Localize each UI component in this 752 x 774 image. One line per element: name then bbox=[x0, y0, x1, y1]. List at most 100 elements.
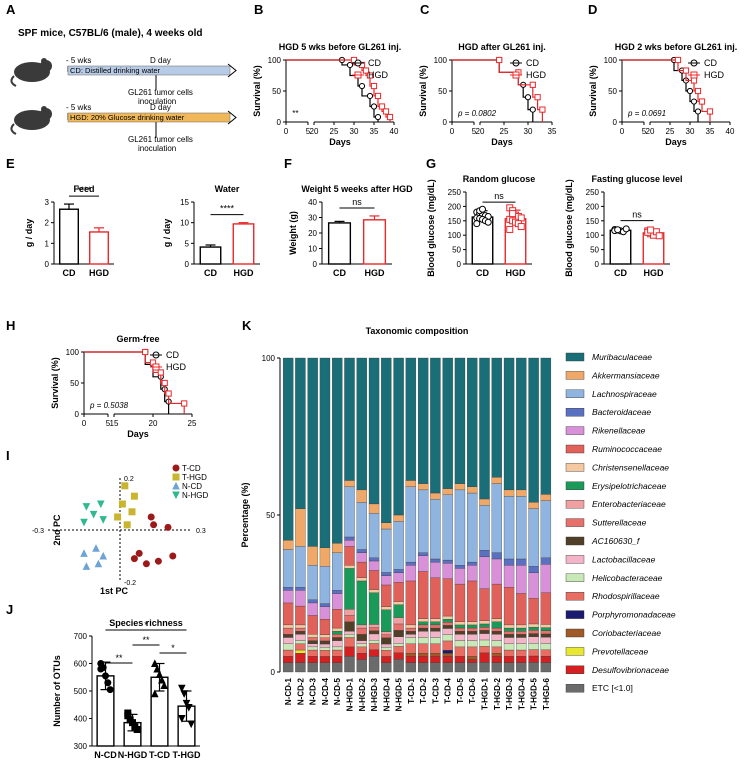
stack-segment bbox=[467, 492, 478, 563]
stack-segment bbox=[417, 483, 429, 491]
stack-segment bbox=[479, 498, 490, 506]
censor-marker bbox=[366, 92, 374, 100]
censor-marker bbox=[165, 390, 172, 397]
legend-swatch bbox=[565, 628, 585, 638]
stack-segment bbox=[491, 618, 502, 622]
stack-segment bbox=[381, 656, 392, 663]
sample-label: T-CD-6 bbox=[468, 677, 477, 703]
legend-label: Ruminococcaceae bbox=[592, 444, 662, 454]
stack-segment bbox=[332, 543, 343, 553]
censor-marker bbox=[161, 379, 168, 387]
y-axis-label: Percentage (%) bbox=[240, 482, 250, 547]
stack-segment bbox=[356, 552, 367, 563]
x-tick-label: 0.3 bbox=[196, 528, 206, 535]
bar bbox=[232, 223, 255, 265]
legend-swatch bbox=[565, 500, 585, 509]
stack-segment bbox=[430, 653, 441, 657]
panel-label-d: D bbox=[588, 2, 597, 17]
stack-segment bbox=[454, 646, 466, 657]
legend-marker bbox=[172, 464, 180, 472]
stack-segment bbox=[295, 653, 306, 663]
stack-segment bbox=[516, 496, 527, 560]
data-point bbox=[124, 709, 132, 717]
y-axis-label: 2nd PC bbox=[52, 514, 62, 546]
legend-swatch bbox=[565, 518, 585, 527]
y-axis-label: Weight (g) bbox=[288, 211, 298, 255]
chart-title: HGD after GL261 inj. bbox=[458, 42, 546, 52]
data-point bbox=[647, 226, 655, 234]
scatter-point bbox=[121, 482, 129, 490]
legend-label: Helicobacteraceae bbox=[592, 573, 663, 583]
stack-segment bbox=[319, 646, 331, 651]
legend-label: HGD bbox=[166, 362, 187, 372]
legend-swatch bbox=[565, 647, 585, 656]
sample-label: T-CD-3 bbox=[431, 677, 440, 703]
category-label: CD bbox=[476, 268, 489, 278]
stack-segment bbox=[442, 615, 453, 620]
data-point bbox=[106, 686, 114, 694]
stack-segment bbox=[454, 489, 466, 566]
stack-segment bbox=[516, 631, 527, 635]
stack-segment bbox=[344, 486, 355, 538]
censor-marker bbox=[524, 94, 532, 101]
sample-label: T-HGD-1 bbox=[481, 677, 490, 710]
row1-dday: D day bbox=[150, 56, 171, 65]
stack-segment bbox=[430, 662, 441, 673]
bar-chart-e1: Feed 0 1 2 3 g / day CD HGD **** bbox=[24, 184, 114, 278]
stack-segment bbox=[307, 637, 318, 641]
stack-segment bbox=[332, 637, 343, 641]
panel-label-h: H bbox=[6, 318, 15, 333]
legend-marker bbox=[172, 481, 180, 490]
category-label: N-HGD bbox=[118, 750, 148, 760]
stack-segment bbox=[442, 662, 453, 673]
stack-segment bbox=[356, 624, 367, 629]
stack-segment bbox=[467, 646, 478, 657]
stack-segment bbox=[430, 499, 441, 560]
survival-chart-d: HGD 2 wks before GL261 inj. 0 50 100 0 5 20 25 3… bbox=[588, 42, 737, 147]
stack-segment bbox=[479, 556, 490, 589]
scatter-point bbox=[130, 492, 138, 500]
stack-segment bbox=[491, 662, 502, 673]
y-tick-label: 10 bbox=[308, 245, 317, 254]
bar-chart-g2: Fasting glucose level 0 50 100 150 200 250 Bloo… bbox=[564, 174, 683, 278]
row2-bar-label: HGD: 20% Glucose drinking water bbox=[70, 113, 185, 122]
y-axis-label: g / day bbox=[24, 219, 34, 248]
stack-segment bbox=[295, 649, 306, 654]
chart-title: Feed bbox=[73, 184, 94, 194]
legend-label: HGD bbox=[526, 70, 547, 80]
stack-segment bbox=[417, 618, 429, 622]
sample-label: T-CD-1 bbox=[407, 677, 416, 703]
y-tick-label: 50 bbox=[272, 87, 281, 96]
bar-chart-g1: Random glucose 0 50 100 150 200 250 Blood gluco… bbox=[426, 174, 535, 278]
stack-segment bbox=[454, 631, 466, 635]
y-tick-label: -0.2 bbox=[124, 580, 136, 587]
stack-segment bbox=[368, 640, 380, 644]
stack-segment bbox=[393, 643, 404, 647]
y-tick-label: 200 bbox=[586, 202, 600, 211]
stack-segment bbox=[381, 637, 392, 645]
stack-segment bbox=[356, 640, 367, 644]
stack-segment bbox=[503, 624, 515, 629]
stack-segment bbox=[368, 649, 380, 657]
stack-segment bbox=[528, 623, 539, 628]
x-axis-label: Days bbox=[491, 137, 513, 147]
stack-segment bbox=[503, 357, 515, 491]
significance-label: * bbox=[171, 643, 175, 653]
stack-segment bbox=[540, 564, 552, 593]
censor-marker bbox=[686, 87, 694, 95]
stack-segment bbox=[540, 633, 552, 638]
stack-segment bbox=[442, 650, 453, 654]
stack-segment bbox=[479, 588, 490, 621]
stack-segment bbox=[503, 643, 515, 651]
stack-segment bbox=[430, 627, 441, 632]
stack-segment bbox=[442, 488, 453, 495]
legend-swatch bbox=[565, 389, 585, 398]
stack-segment bbox=[540, 649, 552, 657]
y-tick-label: 0 bbox=[271, 668, 276, 677]
legend-label: Coriobacteriaceae bbox=[592, 628, 661, 638]
category-label: HGD bbox=[644, 268, 665, 278]
stack-segment bbox=[393, 617, 404, 625]
y-tick-label: 100 bbox=[262, 354, 276, 363]
stack-segment bbox=[467, 565, 478, 582]
sample-label: N-CD-2 bbox=[296, 677, 305, 705]
